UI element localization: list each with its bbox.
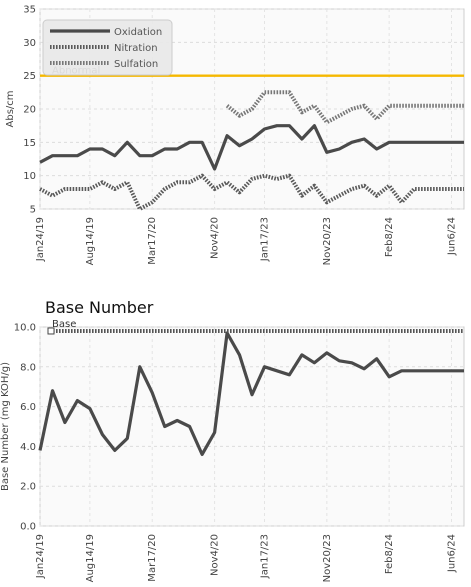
x-tick-label: Mar17/20 — [147, 217, 158, 265]
y-tick-label: 20 — [23, 105, 36, 116]
x-tick-label: Feb8/24 — [384, 534, 395, 574]
x-tick-label: Nov4/20 — [210, 534, 221, 576]
series-line-base-number — [38, 331, 464, 456]
y-tick-label: 30 — [23, 38, 36, 49]
x-tick-label: Aug14/19 — [85, 217, 96, 265]
plot-area — [39, 326, 465, 527]
ftir-chart: 5 10 15 20 25 30 35 Jan24/19 Aug14/19 Mar17/20 Nov… — [5, 5, 465, 265]
y-axis-label: Base Number (mg KOH/g) — [0, 362, 11, 491]
x-tick-label: Aug14/19 — [85, 534, 96, 582]
x-tick-label: Jan17/23 — [259, 217, 270, 262]
base-marker — [47, 327, 55, 335]
x-tick-label: Jun6/24 — [447, 217, 458, 256]
y-tick-label: 8.0 — [20, 362, 36, 373]
y-tick-label: 4.0 — [20, 442, 36, 453]
y-tick-label: 6.0 — [20, 402, 36, 413]
base-number-chart: 0.0 2.0 4.0 6.0 8.0 10.0 Jan24/19 Aug14/19 Mar17… — [0, 300, 465, 582]
y-tick-label: 35 — [23, 5, 36, 16]
y-tick-label: 10.0 — [14, 323, 36, 334]
x-tick-label: Jun6/24 — [447, 534, 458, 573]
y-tick-label: 10 — [23, 171, 36, 182]
x-tick-label: Nov20/23 — [322, 534, 333, 582]
chart-title: Base Number — [45, 300, 154, 317]
base-label: Base — [52, 319, 76, 330]
x-tick-label: Feb8/24 — [384, 217, 395, 257]
x-tick-label: Jan17/23 — [259, 534, 270, 579]
x-tick-label: Jan24/19 — [35, 217, 46, 262]
y-tick-label: 25 — [23, 71, 36, 82]
series-line-nitration — [39, 173, 464, 211]
y-tick-label: 0.0 — [20, 522, 36, 533]
legend-label-sulfation: Sulfation — [114, 59, 158, 70]
x-tick-label: Jan24/19 — [35, 534, 46, 579]
legend-label-nitration: Nitration — [114, 43, 158, 54]
y-tick-label: 5 — [30, 205, 36, 216]
y-tick-label: 2.0 — [20, 482, 36, 493]
x-tick-label: Nov4/20 — [210, 217, 221, 259]
legend: Oxidation Nitration Sulfation — [42, 19, 173, 76]
y-tick-label: 15 — [23, 138, 36, 149]
x-tick-label: Mar17/20 — [147, 534, 158, 582]
y-axis-label: Abs/cm — [5, 90, 16, 127]
series-line-sulfation — [225, 90, 464, 125]
x-tick-label: Nov20/23 — [322, 217, 333, 265]
series-line-oxidation — [39, 124, 464, 171]
legend-label-oxidation: Oxidation — [114, 27, 162, 38]
